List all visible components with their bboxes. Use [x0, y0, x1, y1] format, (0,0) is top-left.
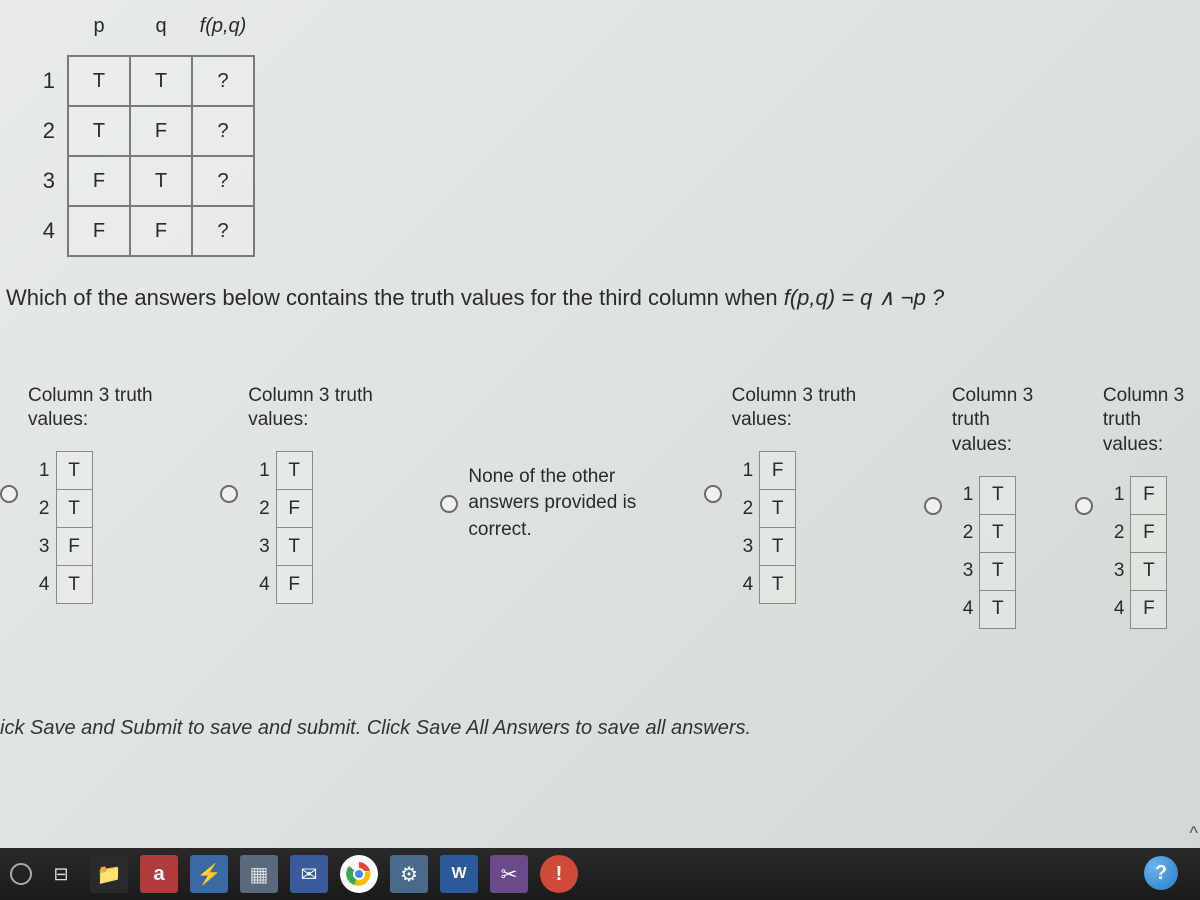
settings-icon[interactable]: ⚙: [390, 855, 428, 893]
header-q: q: [130, 6, 192, 56]
scroll-up-icon[interactable]: ^: [1190, 823, 1198, 844]
option-b-table: 1T 2F 3T 4F: [248, 451, 313, 604]
windows-taskbar[interactable]: ⊟ 📁 a ⚡ ▦ ✉ ⚙ W ✂ !: [0, 848, 1200, 900]
option-b[interactable]: Column 3 truth values: 1T 2F 3T 4F: [220, 384, 408, 604]
question-prefix: Which of the answers below contains the …: [6, 285, 784, 310]
mail-icon[interactable]: ✉: [290, 855, 328, 893]
option-d[interactable]: Column 3 truth values: 1F 2T 3T 4T: [704, 384, 892, 604]
option-f-label: Column 3 truth values:: [1103, 384, 1194, 458]
option-c[interactable]: None of the other answers provided is co…: [440, 464, 671, 544]
header-blank: [30, 6, 68, 56]
row1-num: 1: [30, 56, 68, 106]
header-fpq: f(p,q): [192, 6, 254, 56]
cortana-icon[interactable]: [10, 863, 32, 885]
answer-options: Column 3 truth values: 1T 2T 3F 4T Colum…: [0, 384, 1194, 629]
access-icon[interactable]: a: [140, 855, 178, 893]
snip-icon[interactable]: ✂: [490, 855, 528, 893]
option-e-table: 1T 2T 3T 4T: [952, 476, 1017, 629]
row3-p: F: [68, 156, 130, 206]
option-b-label: Column 3 truth values:: [248, 384, 408, 433]
question-text: Which of the answers below contains the …: [6, 283, 1184, 314]
row2-f: ?: [192, 106, 254, 156]
row3-num: 3: [30, 156, 68, 206]
vscode-icon[interactable]: ⚡: [190, 855, 228, 893]
radio-c[interactable]: [440, 495, 458, 513]
row2-p: T: [68, 106, 130, 156]
option-a-table: 1T 2T 3F 4T: [28, 451, 93, 604]
chrome-icon[interactable]: [340, 855, 378, 893]
row1-p: T: [68, 56, 130, 106]
option-a-label: Column 3 truth values:: [28, 384, 188, 433]
row1-q: T: [130, 56, 192, 106]
option-a[interactable]: Column 3 truth values: 1T 2T 3F 4T: [0, 384, 188, 604]
row4-q: F: [130, 206, 192, 256]
radio-b[interactable]: [220, 485, 238, 503]
radio-f[interactable]: [1075, 497, 1093, 515]
file-explorer-icon[interactable]: 📁: [90, 855, 128, 893]
option-e[interactable]: Column 3 truth values: 1T 2T 3T 4T: [924, 384, 1043, 629]
header-p: p: [68, 6, 130, 56]
option-c-label: None of the other answers provided is co…: [468, 464, 671, 544]
row3-q: T: [130, 156, 192, 206]
calculator-icon[interactable]: ▦: [240, 855, 278, 893]
row4-num: 4: [30, 206, 68, 256]
row3-f: ?: [192, 156, 254, 206]
row1-f: ?: [192, 56, 254, 106]
row4-p: F: [68, 206, 130, 256]
radio-e[interactable]: [924, 497, 942, 515]
question-formula: f(p,q) = q ∧ ¬p ?: [784, 285, 944, 310]
word-icon[interactable]: W: [440, 855, 478, 893]
option-f[interactable]: Column 3 truth values: 1F 2F 3T 4F: [1075, 384, 1194, 629]
alert-icon[interactable]: !: [540, 855, 578, 893]
radio-a[interactable]: [0, 485, 18, 503]
row4-f: ?: [192, 206, 254, 256]
row2-num: 2: [30, 106, 68, 156]
help-icon[interactable]: ?: [1144, 856, 1178, 890]
row2-q: F: [130, 106, 192, 156]
option-f-table: 1F 2F 3T 4F: [1103, 476, 1168, 629]
taskview-icon[interactable]: ⊟: [44, 857, 78, 891]
question-panel: p q f(p,q) 1 T T ? 2 T F ? 3 F T ? 4 F F…: [0, 0, 1200, 740]
save-hint: ick Save and Submit to save and submit. …: [0, 717, 1194, 740]
radio-d[interactable]: [704, 485, 722, 503]
option-e-label: Column 3 truth values:: [952, 384, 1043, 458]
option-d-table: 1F 2T 3T 4T: [732, 451, 797, 604]
option-d-label: Column 3 truth values:: [732, 384, 892, 433]
main-truth-table: p q f(p,q) 1 T T ? 2 T F ? 3 F T ? 4 F F…: [30, 6, 255, 257]
